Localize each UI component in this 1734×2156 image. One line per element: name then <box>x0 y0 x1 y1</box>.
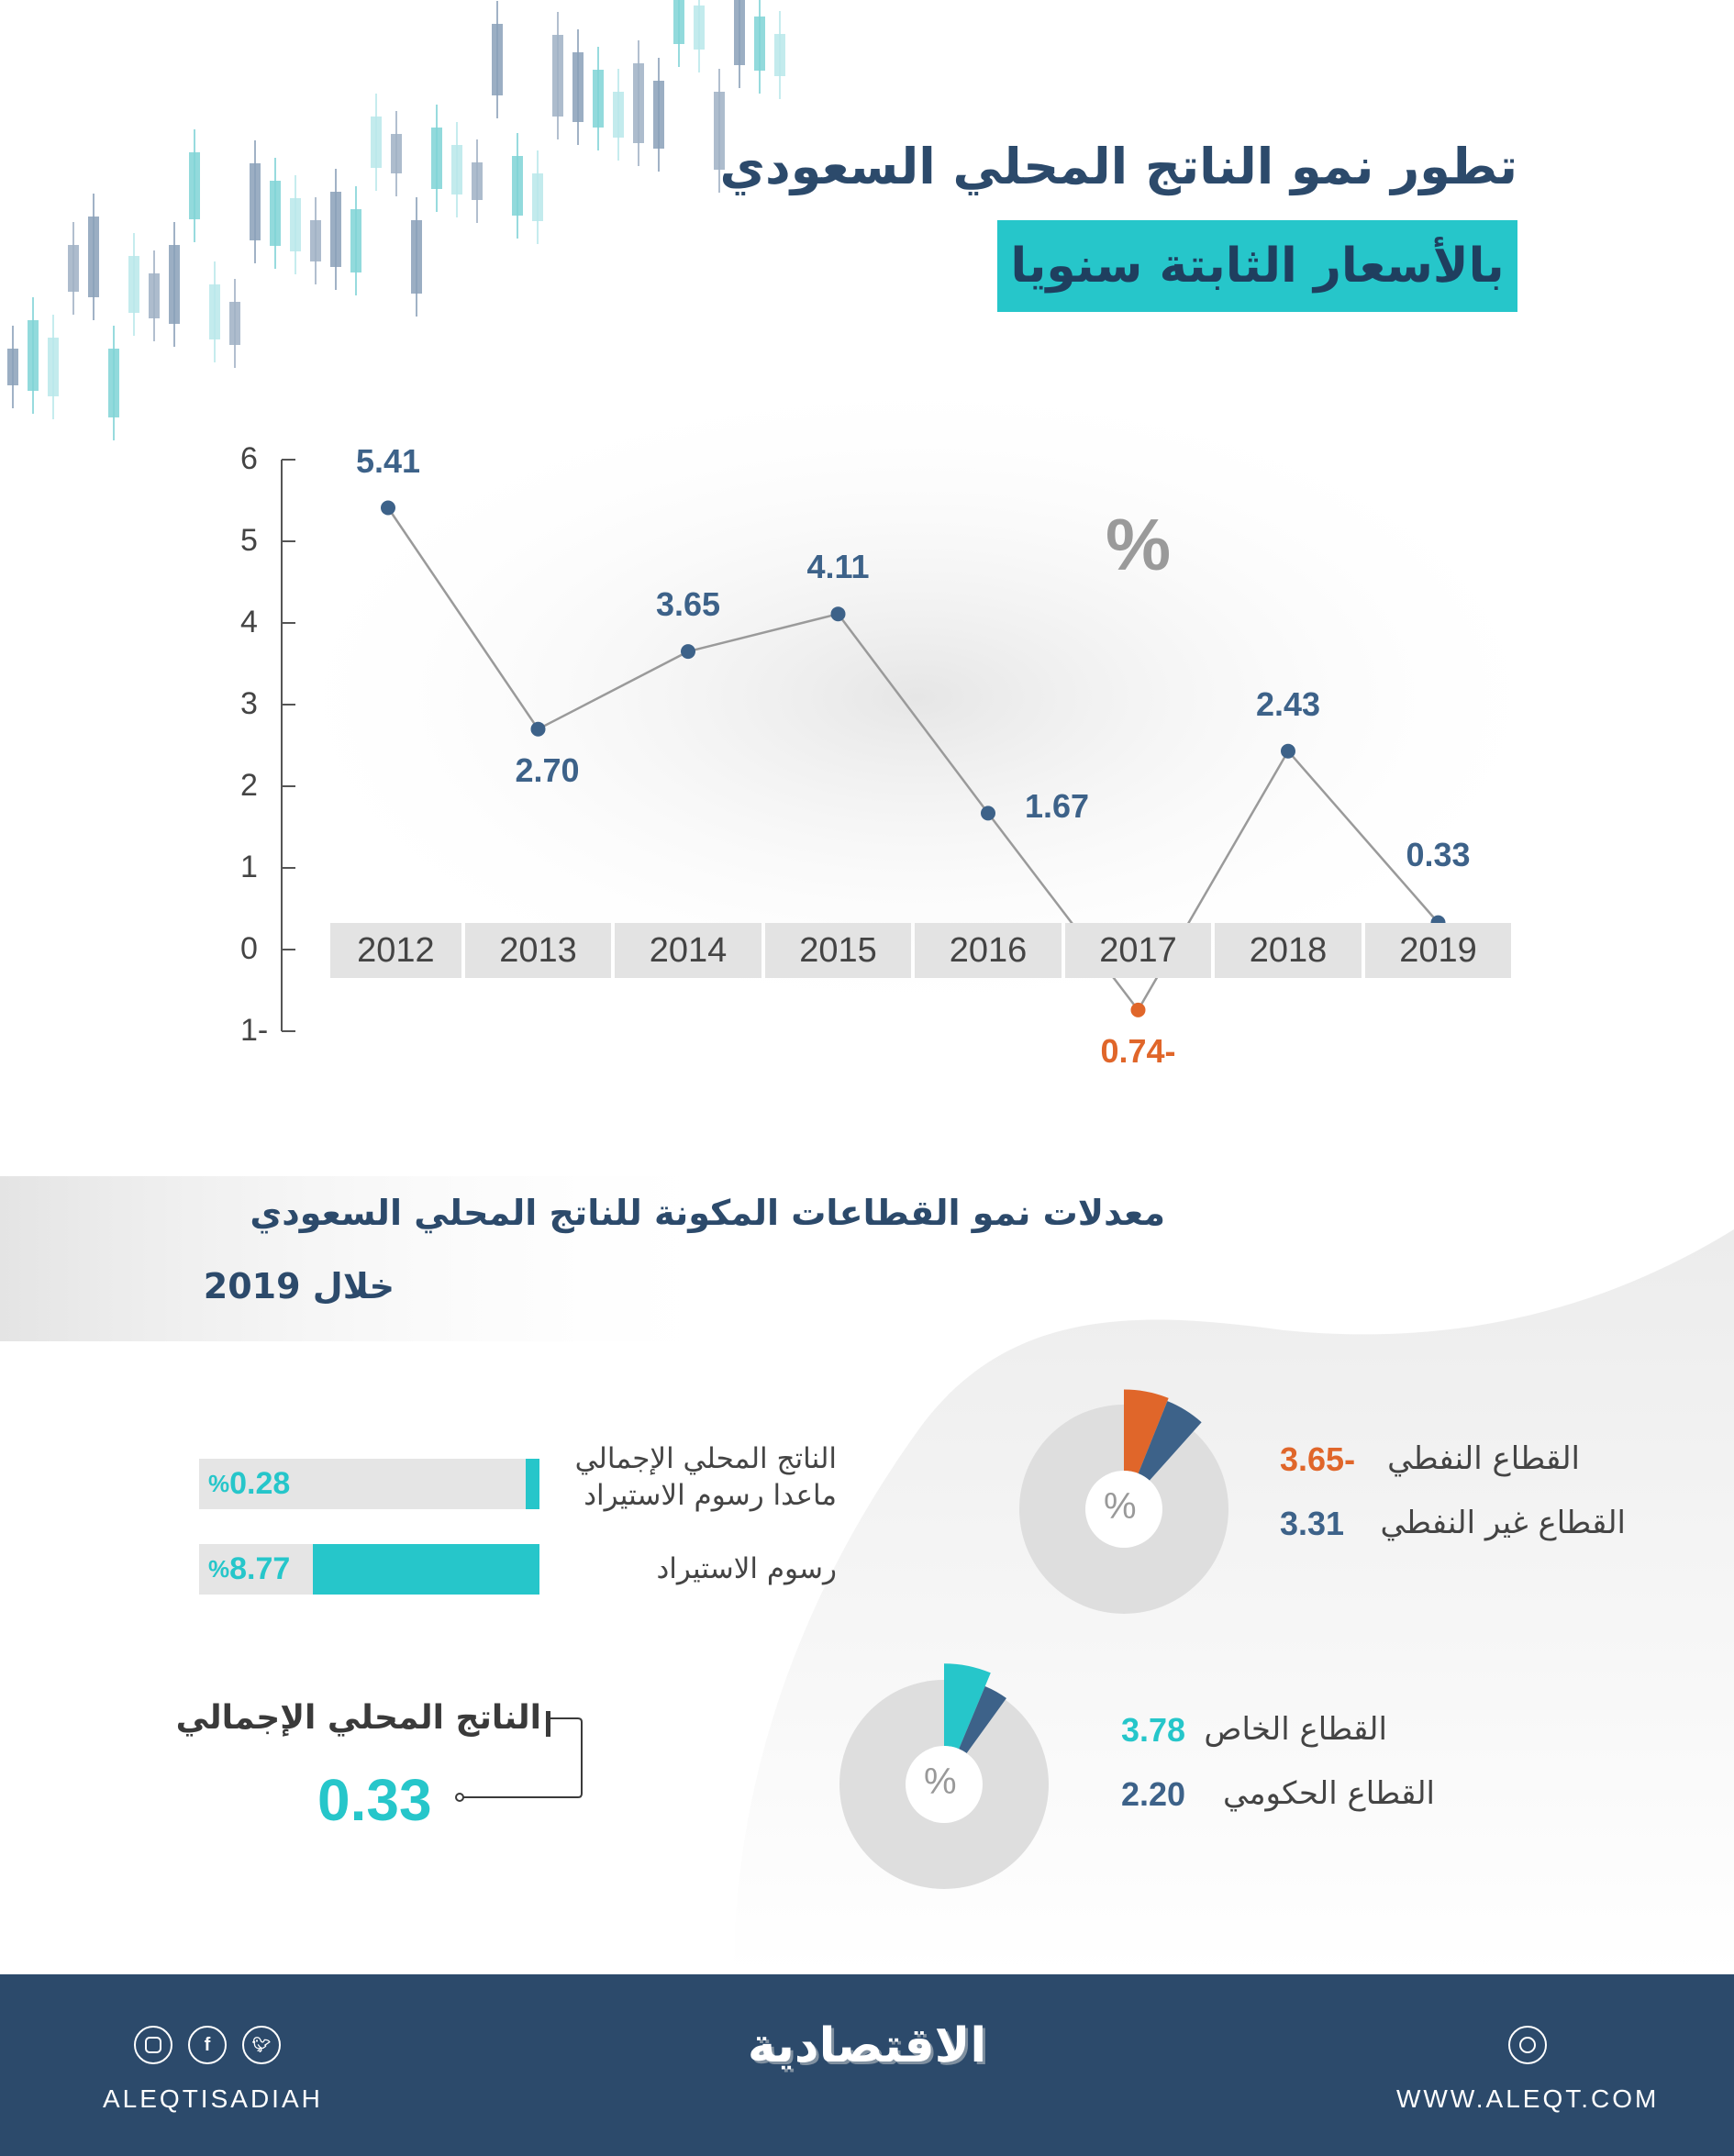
bar-fill <box>312 1544 539 1595</box>
data-label-2012: 5.41 <box>355 441 421 480</box>
data-label-2013: 2.70 <box>515 750 580 789</box>
gdp-total-value: 0.33 <box>317 1767 432 1833</box>
x-tick-label-2015: 2015 <box>764 923 912 978</box>
data-label-2018: 2.43 <box>1255 684 1321 723</box>
percent-unit-label: % <box>1106 504 1172 585</box>
data-label-2017: 0.74- <box>1100 1031 1176 1070</box>
data-point-2012 <box>381 500 395 516</box>
bar-gdp-excl-import-duties: % 0.28 <box>199 1459 539 1509</box>
donut-slice <box>1124 1389 1169 1474</box>
bar-import-duties: % 8.77 <box>199 1544 539 1595</box>
y-axis <box>281 459 295 1032</box>
donut-slice <box>944 1663 991 1750</box>
social-handle[interactable]: ALEQTISADIAH <box>103 2084 323 2113</box>
donut-slice <box>1138 1401 1202 1481</box>
dribbble-icon[interactable] <box>1508 2026 1547 2064</box>
sectors-title: معدلات نمو القطاعات المكونة للناتج المحل… <box>250 1193 1165 1233</box>
bar-value: % 0.28 <box>208 1466 291 1501</box>
website-link[interactable]: WWW.ALEQT.COM <box>1396 2084 1660 2113</box>
y-tick-label: 5 <box>240 523 258 558</box>
line-segment <box>837 613 989 815</box>
gdp-total-label: الناتج المحلي الإجمالي <box>175 1699 541 1737</box>
x-tick-label-2013: 2013 <box>464 923 612 978</box>
legend-private-value: 3.78 <box>1121 1711 1186 1749</box>
legend-government-sector: القطاع الحكومي <box>1223 1775 1435 1812</box>
y-tick-label: 3 <box>240 686 258 721</box>
data-label-2016: 1.67 <box>1024 787 1090 826</box>
data-label-2014: 3.65 <box>655 585 721 624</box>
y-tick-label: 2 <box>240 768 258 803</box>
donut-hole <box>1085 1471 1162 1548</box>
line-segment <box>537 650 689 730</box>
legend-nonoil-value: 3.31 <box>1280 1505 1345 1542</box>
line-segment <box>1287 750 1439 924</box>
y-tick-label: 6 <box>240 441 258 476</box>
y-tick-label: 1- <box>240 1013 269 1048</box>
legend-nonoil-sector: القطاع غير النفطي <box>1380 1505 1626 1541</box>
candlestick-decoration <box>7 0 785 440</box>
bar-label: الناتج المحلي الإجمالي ماعدا رسوم الاستير… <box>574 1442 837 1512</box>
data-label-2019: 0.33 <box>1406 835 1471 873</box>
x-tick-label-2016: 2016 <box>915 923 1062 978</box>
data-point-2017 <box>1130 1002 1146 1017</box>
x-tick-label-2017: 2017 <box>1064 923 1212 978</box>
y-tick-label: 4 <box>240 605 258 639</box>
line-segment <box>386 506 539 730</box>
data-label-2015: 4.11 <box>806 548 870 586</box>
twitter-icon[interactable]: 🐦︎ <box>242 2026 281 2064</box>
x-tick-label-2018: 2018 <box>1215 923 1362 978</box>
sectors-subtitle: خلال 2019 <box>203 1266 395 1306</box>
donut-oil-nonoil <box>1019 1389 1228 1614</box>
data-point-2014 <box>681 644 695 660</box>
sector-donuts <box>839 1389 1228 1889</box>
x-tick-label-2014: 2014 <box>615 923 761 978</box>
footer <box>0 1974 1734 2156</box>
x-tick-label-2019: 2019 <box>1364 923 1512 978</box>
instagram-icon[interactable] <box>134 2026 172 2064</box>
legend-oil-sector: القطاع النفطي <box>1387 1440 1580 1477</box>
donut-private-government <box>839 1663 1049 1889</box>
data-point-2016 <box>981 806 995 821</box>
data-point-2015 <box>830 606 846 622</box>
y-tick-label: 0 <box>240 931 258 966</box>
donut-slice <box>959 1685 1006 1753</box>
legend-oil-value: 3.65- <box>1280 1440 1356 1478</box>
coins-photo-backdrop <box>257 367 1578 1028</box>
data-point-2018 <box>1281 743 1295 759</box>
brand-logo: الاقتصادية <box>747 2018 987 2073</box>
bar-fill <box>526 1459 539 1509</box>
section-band <box>0 1176 752 1341</box>
page-subtitle: بالأسعار الثابتة سنويا <box>997 220 1517 312</box>
bar-value: % 8.77 <box>208 1551 291 1586</box>
x-tick-label-2012: 2012 <box>330 923 461 978</box>
legend-private-sector: القطاع الخاص <box>1204 1711 1387 1748</box>
y-tick-label: 1 <box>240 850 258 884</box>
donut-hole <box>906 1746 983 1823</box>
gdp-bracket-connector <box>455 1711 583 1802</box>
bar-label: رسوم الاستيراد <box>656 1552 837 1585</box>
donut2-center-label: % <box>924 1761 957 1802</box>
data-point-2013 <box>530 721 546 737</box>
donut1-center-label: % <box>1104 1486 1137 1527</box>
legend-government-value: 2.20 <box>1121 1775 1186 1813</box>
facebook-icon[interactable]: f <box>188 2026 227 2064</box>
line-segment <box>687 612 839 653</box>
page-title: تطور نمو الناتج المحلي السعودي <box>719 138 1517 195</box>
